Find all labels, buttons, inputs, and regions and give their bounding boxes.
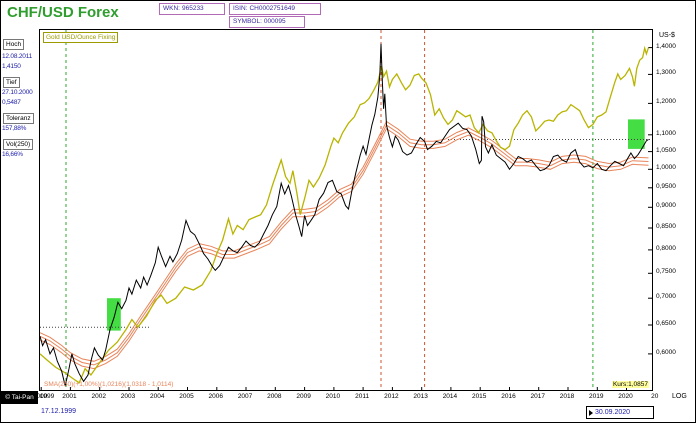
- x-axis-label: 2008: [267, 393, 282, 400]
- stats-panel: Hoch 12.08.2011 1,4150 Tief 27.10.2000 0…: [1, 29, 39, 391]
- y-axis-label: 0,7500: [656, 268, 676, 276]
- tief-value: 0,5487: [2, 99, 21, 106]
- hoch-label: Hoch: [3, 39, 25, 50]
- x-axis-label: 2001: [62, 393, 77, 400]
- x-axis-label: 2020: [618, 393, 633, 400]
- y-axis-label: 0,9500: [656, 182, 676, 190]
- gold-series-tag: Gold USD/Ounce Fixing: [43, 32, 119, 43]
- y-axis-label: 1,2000: [656, 98, 676, 106]
- end-date-arrow-icon: [589, 409, 593, 416]
- toleranz-label: Toleranz: [3, 113, 34, 124]
- signal-highlight-box: [628, 119, 645, 149]
- y-axis-label: 1,4000: [656, 42, 676, 50]
- hoch-date: 12.08.2011: [2, 53, 33, 60]
- x-axis-label: 2011: [355, 393, 370, 400]
- x-axis-label: 2014: [442, 393, 458, 400]
- y-axis-label: 1,0500: [656, 146, 676, 154]
- sma-mid-line: [40, 124, 649, 366]
- isin-value: CH0002751649: [249, 5, 295, 12]
- y-axis-label: 0,8500: [656, 223, 676, 230]
- hoch-value: 1,4150: [2, 63, 21, 70]
- x-axis-label: 2006: [208, 393, 223, 400]
- x-axis-label: 2010: [325, 393, 341, 400]
- x-axis-label: 2017: [530, 393, 545, 400]
- sma-indicator-tag: SMA(250)(+1,00%)(1,0216)(1,0318 - 1,0114…: [44, 381, 174, 388]
- chart-svg: [40, 30, 652, 390]
- x-axis-label: 2004: [150, 393, 165, 400]
- y-axis-label: 0,8000: [656, 244, 676, 252]
- gold-series-line: [40, 45, 650, 384]
- x-axis-label: 2013: [413, 393, 428, 400]
- current-price-tag: Kurs:1,0857: [611, 381, 649, 388]
- y-axis-label: 0,6500: [656, 319, 676, 327]
- tief-label: Tief: [3, 77, 20, 88]
- vol250-value: 16,66%: [2, 151, 23, 158]
- isin-label: ISIN:: [233, 5, 248, 12]
- chart-end-date: 30.09.2020: [595, 409, 631, 416]
- wkn-label: WKN:: [163, 5, 180, 12]
- x-axis-label: 2003: [120, 393, 136, 400]
- x-axis-label: 2015: [471, 393, 487, 400]
- sma-lower-line: [40, 127, 649, 370]
- wkn-box: WKN: 965233: [159, 3, 225, 15]
- x-axis-label: 2005: [179, 393, 194, 400]
- y-axis-label: 0,6000: [656, 348, 676, 356]
- x-axis-label: 2018: [559, 393, 575, 400]
- chart-start-date: 17.12.1999: [41, 408, 77, 415]
- tief-date: 27.10.2000: [2, 89, 33, 96]
- x-axis-label: 2009: [296, 393, 311, 400]
- x-axis-label: 1999: [39, 393, 55, 400]
- instrument-title: CHF/USD Forex: [7, 4, 119, 21]
- x-axis-label: 2016: [501, 393, 516, 400]
- y-axis-label: 0,9000: [656, 202, 676, 210]
- y-axis-label: 1,0000: [656, 164, 676, 172]
- chart-end-date-box[interactable]: 30.09.2020: [586, 406, 654, 419]
- log-scale-label: LOG: [672, 393, 687, 400]
- y-axis-label: 0,7000: [656, 293, 676, 301]
- chart-canvas[interactable]: Gold USD/Ounce Fixing SMA(250)(+1,00%)(1…: [39, 29, 653, 391]
- x-axis-label: 2012: [384, 393, 399, 400]
- chf-usd-series-line: [40, 43, 649, 387]
- symbol-box: SYMBOL: 000095: [229, 16, 305, 28]
- vol250-label: Vol(250): [3, 139, 34, 150]
- y-axis-label: 1,3000: [656, 69, 676, 77]
- x-axis-label: 2007: [237, 393, 253, 400]
- x-axis-label: 2002: [91, 393, 106, 400]
- symbol-label: SYMBOL:: [233, 18, 262, 25]
- x-axis-label: 2019: [589, 393, 604, 400]
- isin-box: ISIN: CH0002751649: [229, 3, 321, 15]
- y-axis-label: 1,1000: [656, 129, 676, 137]
- wkn-value: 965233: [181, 5, 204, 12]
- axis-unit-label: US-$: [659, 32, 675, 39]
- sma-upper-line: [40, 120, 649, 362]
- symbol-value: 000095: [263, 18, 286, 25]
- copyright-badge: © Tai-Pan: [1, 391, 38, 404]
- x-axis-label: 20: [651, 393, 659, 400]
- toleranz-value: 157,88%: [2, 125, 27, 132]
